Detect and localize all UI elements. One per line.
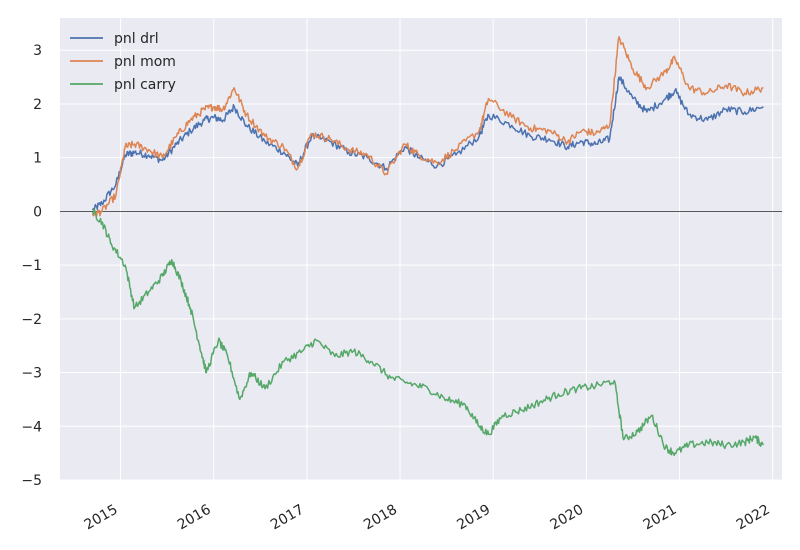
series-line-pnl-carry	[91, 208, 765, 457]
x-tick-label: 2021	[641, 502, 680, 534]
y-tick-label: 2	[33, 97, 42, 113]
x-axis-ticks: 2015 2016 2017 2018 2019 2020 2021 2022	[82, 502, 773, 534]
legend-label: pnl drl	[114, 31, 159, 47]
x-tick-label: 2015	[82, 502, 121, 534]
series-lines	[91, 36, 765, 457]
y-tick-label: −2	[21, 312, 42, 328]
legend-label: pnl carry	[114, 77, 176, 93]
series-line-pnl-mom	[91, 36, 764, 217]
x-tick-label: 2018	[361, 502, 400, 534]
y-tick-label: 0	[33, 204, 42, 220]
x-tick-label: 2022	[734, 502, 773, 534]
x-tick-label: 2017	[268, 502, 307, 534]
y-tick-label: 3	[33, 43, 42, 59]
legend-label: pnl mom	[114, 54, 176, 70]
y-tick-label: 1	[33, 151, 42, 167]
y-tick-label: −3	[21, 366, 42, 382]
x-tick-label: 2020	[547, 502, 586, 534]
y-axis-ticks: −5 −4 −3 −2 −1 0 1 2 3	[21, 43, 42, 489]
series-line-pnl-drl	[91, 76, 764, 212]
y-tick-label: −1	[21, 258, 42, 274]
y-tick-label: −5	[21, 473, 42, 489]
plot-area	[60, 18, 782, 480]
y-tick-label: −4	[21, 419, 42, 435]
gridlines	[60, 18, 782, 481]
legend: pnl drl pnl mom pnl carry	[70, 31, 176, 93]
x-tick-label: 2019	[454, 502, 493, 534]
x-tick-label: 2016	[175, 502, 214, 534]
